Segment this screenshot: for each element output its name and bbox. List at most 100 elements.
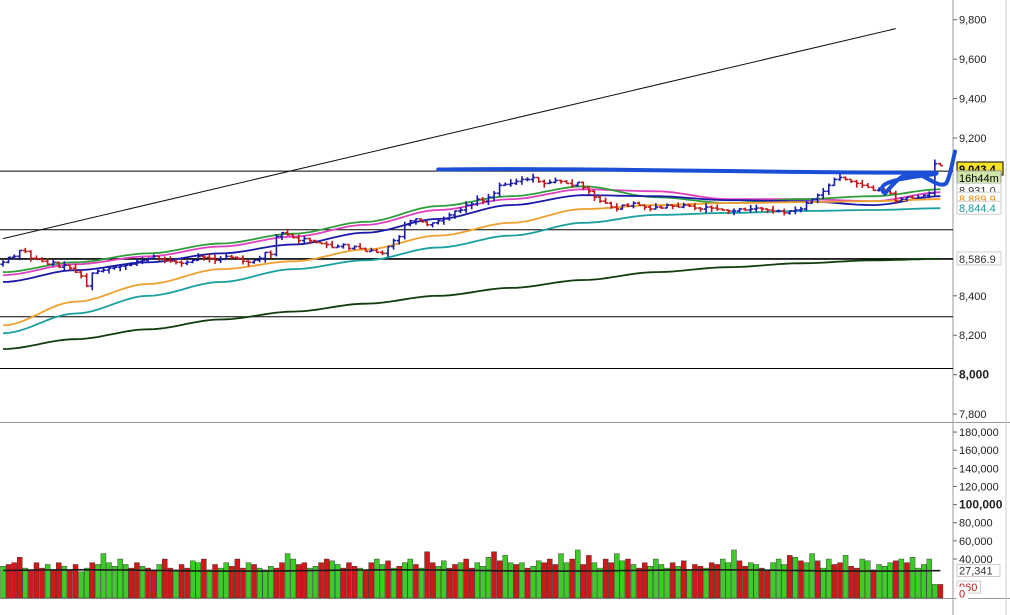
trendline bbox=[2, 28, 896, 240]
ohlc-bar bbox=[139, 257, 145, 265]
ohlc-bar bbox=[848, 178, 854, 183]
volume-tag-label: 0 bbox=[959, 588, 965, 600]
volume-bar bbox=[89, 562, 95, 599]
volume-axis[interactable]: 180,000 160,000 140,000 120,000 100,000 80,00… bbox=[953, 427, 1003, 600]
ohlc-bar bbox=[156, 255, 162, 262]
ohlc-bar bbox=[575, 181, 581, 188]
ohlc-bar bbox=[11, 254, 17, 260]
ohlc-bar bbox=[787, 210, 793, 215]
ohlc-bar bbox=[904, 196, 910, 202]
volume-bar bbox=[764, 569, 771, 599]
volume-bar bbox=[491, 551, 497, 599]
ohlc-bar bbox=[776, 209, 782, 213]
ohlc-bar bbox=[915, 194, 921, 199]
ohlc-bar bbox=[865, 183, 871, 189]
ohlc-bar bbox=[458, 207, 464, 214]
volume-bar bbox=[167, 567, 174, 599]
volume-bar bbox=[11, 562, 17, 599]
volume-bar bbox=[150, 569, 157, 599]
volume-bar bbox=[859, 558, 866, 599]
ohlc-bar bbox=[151, 254, 157, 260]
ohlc-bar bbox=[552, 177, 558, 184]
ohlc-bar bbox=[273, 234, 279, 257]
volume-bar bbox=[5, 564, 12, 599]
ohlc-bar bbox=[675, 202, 681, 208]
volume-bar bbox=[826, 558, 832, 599]
ohlc-bar bbox=[764, 208, 770, 214]
price-axis[interactable]: 9,800 9,600 9,400 9,200 8,400 8,200 8,000 7,800… bbox=[953, 15, 1004, 421]
volume-bar bbox=[591, 562, 598, 599]
volume-bar bbox=[675, 566, 681, 599]
ohlc-bar bbox=[212, 254, 218, 265]
volume-bar bbox=[106, 562, 112, 599]
volume-bar bbox=[234, 558, 241, 599]
ohlc-bar bbox=[893, 190, 899, 205]
volume-bar bbox=[614, 553, 620, 599]
ohlc-bar bbox=[279, 231, 285, 241]
ohlc-bar bbox=[759, 206, 765, 212]
price-tag-box bbox=[956, 200, 1002, 215]
volume-bar bbox=[17, 556, 23, 599]
ohlc-bar bbox=[670, 204, 676, 210]
ohlc-bar bbox=[619, 204, 625, 210]
ohlc-bar bbox=[937, 162, 943, 167]
volume-tick-label: 80,000 bbox=[959, 518, 993, 530]
volume-bar bbox=[245, 562, 252, 599]
volume-bar bbox=[770, 562, 776, 599]
resistance-drawing bbox=[436, 149, 957, 196]
volume-bar bbox=[441, 560, 447, 599]
volume-tick-label: 180,000 bbox=[959, 427, 999, 439]
ohlc-bar bbox=[418, 218, 424, 223]
ohlc-bar bbox=[56, 261, 62, 269]
volume-bar bbox=[78, 571, 84, 599]
ohlc-bar bbox=[859, 179, 865, 189]
volume-bar bbox=[173, 569, 179, 599]
ohlc-bar bbox=[697, 207, 703, 212]
ohlc-bar bbox=[106, 267, 112, 274]
volume-bar bbox=[418, 567, 425, 599]
volume-bar bbox=[586, 555, 592, 599]
ohlc-bar bbox=[591, 189, 597, 202]
volume-bar bbox=[842, 555, 849, 599]
volume-bar bbox=[201, 558, 207, 599]
volume-bar bbox=[541, 562, 547, 599]
volume-bar bbox=[658, 564, 665, 599]
trendline-segment bbox=[2, 28, 896, 240]
ohlc-bar bbox=[558, 179, 564, 184]
ohlc-bar bbox=[179, 260, 185, 267]
ohlc-bar bbox=[206, 253, 212, 263]
ohlc-bar bbox=[84, 273, 90, 288]
ohlc-bar bbox=[564, 180, 570, 185]
price-tick-label: 9,200 bbox=[959, 133, 987, 145]
volume-bar bbox=[569, 558, 575, 599]
ohlc-bar bbox=[547, 179, 553, 185]
volume-bar bbox=[747, 562, 754, 599]
volume-bar bbox=[937, 584, 944, 599]
volume-bar bbox=[134, 562, 140, 599]
ohlc-bar bbox=[396, 235, 402, 245]
volume-tag-label: 27,341 bbox=[959, 565, 993, 577]
volume-bar bbox=[926, 558, 932, 599]
volume-bar bbox=[396, 566, 402, 599]
volume-bar bbox=[552, 564, 559, 599]
ohlc-bar bbox=[240, 255, 246, 265]
price-tag-box bbox=[956, 251, 1002, 266]
ohlc-bar bbox=[223, 253, 229, 261]
ohlc-bar bbox=[190, 259, 196, 264]
volume-bar bbox=[262, 569, 268, 599]
volume-bar bbox=[524, 567, 531, 599]
volume-bar bbox=[296, 564, 302, 599]
volume-bar bbox=[301, 562, 308, 599]
ohlc-bar bbox=[128, 262, 134, 267]
ohlc-bar bbox=[580, 181, 586, 191]
ohlc-bar bbox=[201, 255, 207, 261]
volume-bar bbox=[575, 549, 581, 599]
ohlc-bar bbox=[39, 257, 45, 263]
volume-bar bbox=[597, 567, 603, 599]
volume-bar bbox=[83, 567, 90, 599]
volume-bar bbox=[22, 567, 29, 599]
ohlc-bar bbox=[647, 205, 653, 212]
ohlc-bar bbox=[290, 233, 296, 239]
volume-bar bbox=[781, 564, 787, 599]
ohlc-bar bbox=[491, 190, 497, 202]
